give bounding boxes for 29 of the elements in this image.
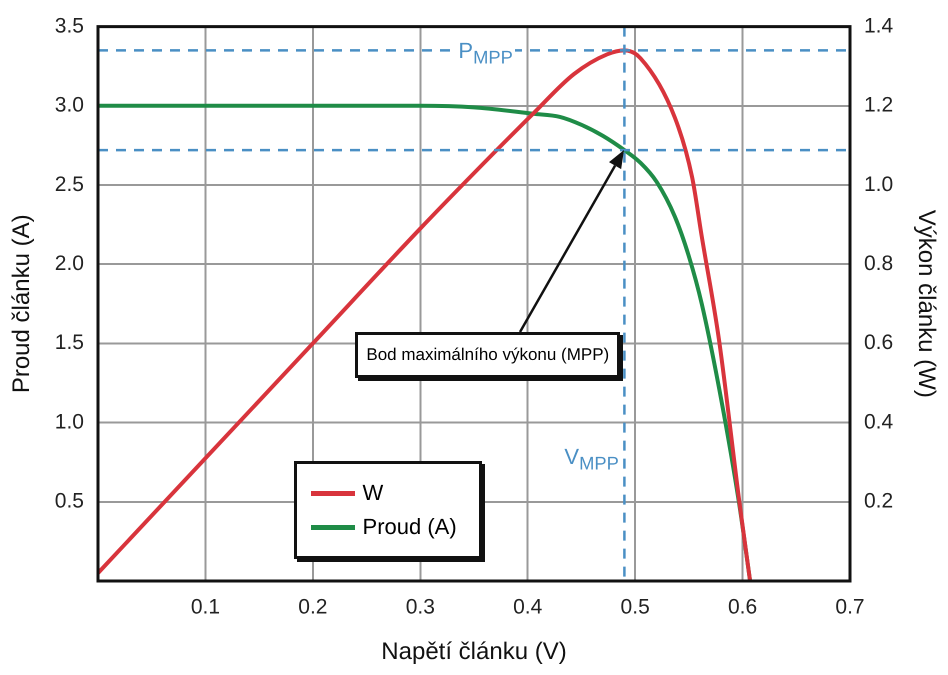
y-tick-label: 3.0 <box>54 94 84 117</box>
legend-label: Proud (A) <box>362 514 457 540</box>
annotation: Bod maximálního výkonu (MPP) <box>355 332 620 378</box>
y2-tick-label: 1.2 <box>864 94 894 117</box>
y2-axis-title: Výkon článku (W) <box>912 210 940 398</box>
x-tick-label: 0.5 <box>620 595 650 618</box>
x-tick-label: 0.1 <box>190 595 220 618</box>
legend-label: W <box>362 480 384 506</box>
x-tick-label: 0.7 <box>835 595 865 618</box>
y-tick-label: 2.0 <box>54 252 84 275</box>
x-tick-label: 0.3 <box>406 595 435 618</box>
y-axis-title: Proud článku (A) <box>8 214 36 394</box>
x-tick-label: 0.6 <box>728 595 758 618</box>
y2-tick-label: 0.8 <box>864 252 894 275</box>
y2-tick-label: 0.6 <box>864 331 894 354</box>
y2-tick-label: 1.4 <box>864 14 894 38</box>
ref-line-label: P$_{MPP}$ <box>456 38 515 68</box>
y-tick-label: 0.5 <box>54 490 84 513</box>
ref-line-label: V$_{MPP}$ <box>562 444 621 473</box>
x-tick-label: 0.4 <box>513 595 543 618</box>
y2-tick-label: 0.4 <box>864 410 894 434</box>
y2-tick-label: 0.2 <box>864 490 894 513</box>
x-tick-label: 0.2 <box>298 595 328 618</box>
y-tick-label: 3.5 <box>54 14 84 38</box>
y-tick-label: 2.5 <box>54 172 84 196</box>
x-axis-title: Napětí článku (V) <box>381 638 567 666</box>
y-tick-label: 1.0 <box>54 410 84 434</box>
y2-tick-label: 1.0 <box>864 172 894 196</box>
y-tick-label: 1.5 <box>54 331 84 354</box>
